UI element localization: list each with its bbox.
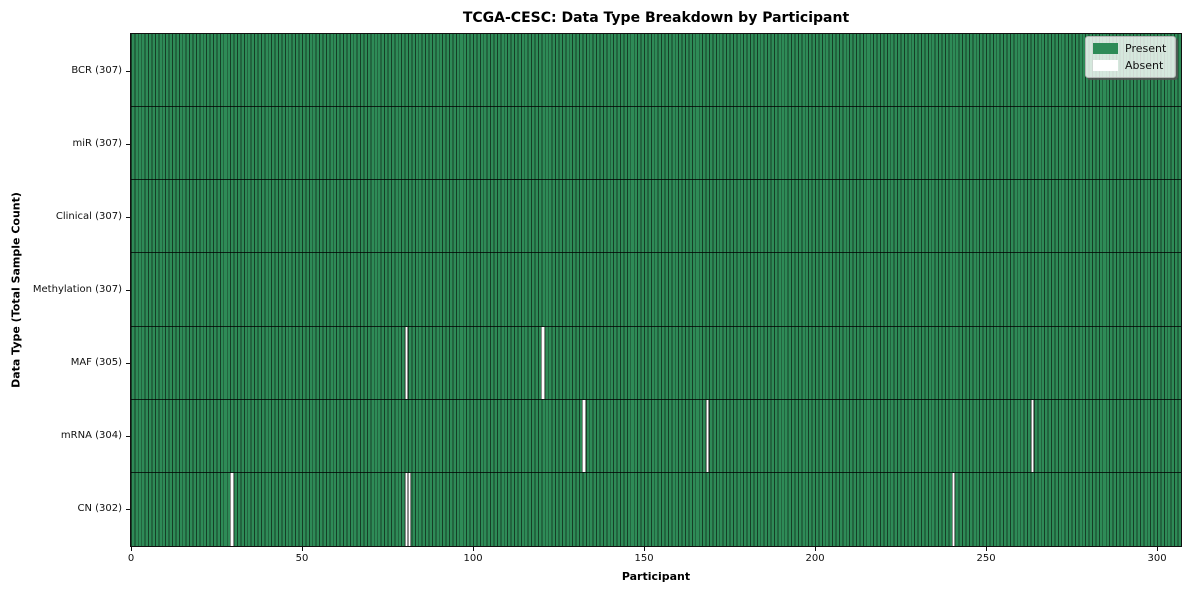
y-tick-mark (126, 509, 130, 511)
heatmap-row-mRNA (131, 399, 1181, 473)
x-tick-mark (302, 547, 303, 551)
x-tick-mark (1157, 547, 1159, 551)
x-tick-mark (131, 547, 132, 551)
x-tick-mark (815, 547, 817, 551)
chart-title: TCGA-CESC: Data Type Breakdown by Partic… (462, 10, 850, 26)
x-axis-label: Participant (621, 570, 691, 583)
heatmap-row-Methylation (131, 253, 1181, 327)
x-tick-label-300: 300 (1147, 553, 1167, 564)
heatmap-row-CN (131, 472, 1181, 546)
x-tick-label-250: 250 (976, 553, 996, 564)
y-tick-label-BCR: BCR (307) (71, 64, 122, 76)
absent-swatch-icon (1093, 60, 1118, 71)
legend: Present Absent (1085, 36, 1177, 78)
y-tick-label-miR: miR (307) (72, 137, 122, 149)
legend-label-absent: Absent (1125, 59, 1164, 72)
absent-cell-CN-81 (408, 472, 412, 546)
legend-label-present: Present (1125, 42, 1167, 55)
legend-item-absent: Absent (1093, 59, 1166, 72)
x-tick-label-50: 50 (295, 553, 309, 564)
absent-cell-mRNA-168 (705, 399, 709, 472)
absent-cell-CN-80 (404, 472, 409, 546)
x-tick-mark (986, 547, 988, 551)
heatmap-row-MAF (131, 326, 1181, 400)
absent-cell-mRNA-132 (582, 399, 586, 472)
y-tick-label-Clinical: Clinical (307) (55, 210, 122, 222)
y-tick-mark (126, 436, 130, 438)
absent-cell-mRNA-263 (1030, 399, 1034, 472)
legend-item-present: Present (1093, 42, 1166, 55)
x-tick-label-150: 150 (634, 553, 654, 564)
y-tick-mark (126, 143, 130, 145)
present-swatch-icon (1093, 43, 1118, 54)
y-tick-label-CN: CN (302) (77, 503, 122, 515)
x-tick-label-0: 0 (127, 553, 135, 564)
x-tick-label-100: 100 (463, 553, 483, 564)
x-tick-label-200: 200 (805, 553, 825, 564)
y-tick-label-MAF: MAF (305) (70, 357, 122, 369)
y-tick-mark (126, 216, 130, 218)
absent-cell-MAF-120 (541, 326, 545, 399)
y-tick-mark (126, 363, 130, 365)
absent-cell-CN-240 (951, 472, 956, 546)
y-tick-label-Methylation: Methylation (307) (32, 284, 122, 295)
heatmap-row-Clinical (131, 180, 1181, 254)
plot-area (130, 33, 1182, 547)
absent-cell-MAF-80 (404, 326, 409, 399)
absent-cell-CN-29 (230, 472, 234, 546)
heatmap-row-BCR (131, 34, 1181, 108)
x-tick-mark (473, 547, 475, 551)
heatmap-row-miR (131, 107, 1181, 181)
y-tick-label-mRNA: mRNA (304) (60, 430, 122, 442)
x-tick-mark (644, 547, 646, 551)
y-tick-mark (126, 290, 130, 291)
y-tick-mark (126, 70, 130, 72)
